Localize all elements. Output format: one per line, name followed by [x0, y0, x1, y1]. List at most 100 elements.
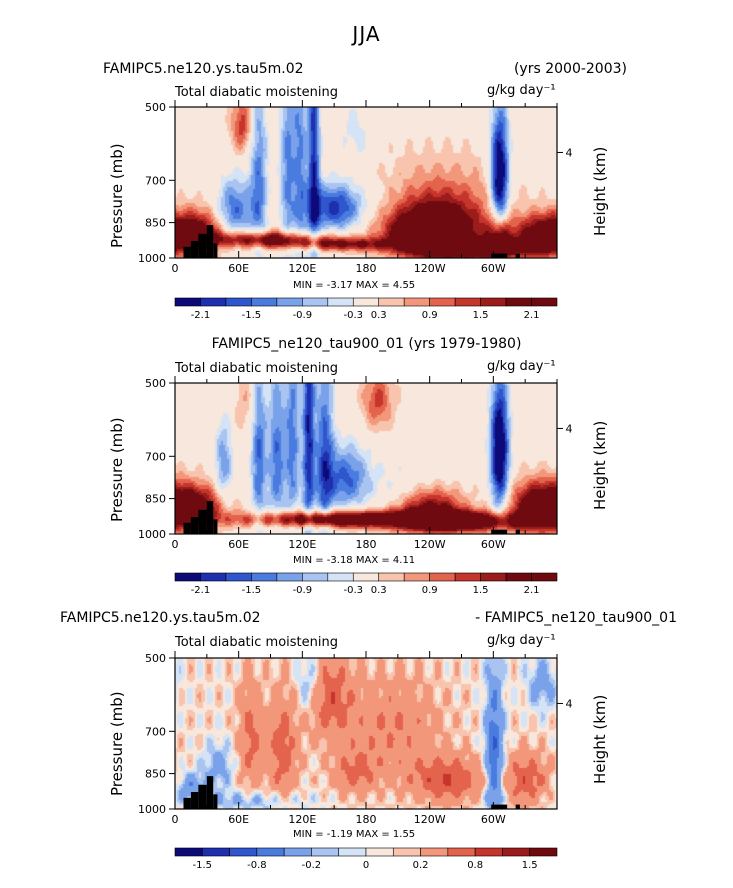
panel2-colorbar-box — [454, 572, 481, 582]
panel1-ytick-label: 700 — [145, 174, 166, 187]
panel1-colorbar-box — [174, 297, 201, 307]
panel1-frame — [174, 106, 558, 259]
panel2-colorbar-label: 0.3 — [371, 585, 387, 596]
panel1-colorbar-box — [276, 297, 303, 307]
panel1-colorbar-box — [302, 297, 329, 307]
panel1-xtick-label: 60W — [481, 262, 506, 275]
panel1-colorbar-box — [352, 297, 380, 307]
panel1-colorbar-box — [505, 297, 532, 307]
panel3-ytick-label: 500 — [145, 652, 166, 665]
panel1-stats: MIN = -3.17 MAX = 4.55 — [293, 280, 416, 291]
panel3-terrain-block — [206, 776, 214, 809]
panel2-colorbar-box — [225, 572, 252, 582]
panel1-right-tick-label: 4 — [566, 146, 573, 159]
panel3-stats: MIN = -1.19 MAX = 1.55 — [293, 829, 416, 840]
panel3-colorbar-box — [447, 847, 476, 857]
panel3-xtick-label: 60E — [228, 813, 249, 826]
panel2-colorbar-box — [276, 572, 303, 582]
panel1-terrain-block — [190, 241, 199, 258]
panel2-xtick-label: 120E — [288, 538, 316, 551]
panel2-colorbar-label: 1.5 — [473, 585, 489, 596]
panel2-terrain-block — [515, 529, 520, 534]
panel3-heatmap — [175, 658, 557, 809]
panel2-colorbar-box — [403, 572, 430, 582]
panel1-colorbar-box — [531, 297, 558, 307]
panel3-right-tick-label: 4 — [566, 697, 573, 710]
panel1-terrain-block — [206, 225, 214, 258]
panel3-colorbar-box — [201, 847, 230, 857]
panel1-colorbar-box — [378, 297, 405, 307]
panel3-colorbar-box — [229, 847, 258, 857]
panel2-colorbar-box — [251, 572, 278, 582]
panel1-colorbar-box — [454, 297, 481, 307]
panel1-colorbar-label: 2.1 — [524, 310, 540, 321]
panel2-ytick-label: 1000 — [138, 528, 166, 541]
panel1-colorbar-box — [480, 297, 507, 307]
panel1-colorbar-label: 0.9 — [422, 310, 438, 321]
panel3-xtick-label: 60W — [481, 813, 506, 826]
panel2-xtick-label: 60E — [228, 538, 249, 551]
figure-title: JJA — [352, 22, 381, 46]
panel1-subtitle: Total diabatic moistening — [175, 85, 338, 100]
panel1-colorbar-label: -2.1 — [191, 310, 211, 321]
panel2-colorbar-label: -0.9 — [293, 585, 313, 596]
panel1-xtick-label: 0 — [172, 262, 179, 275]
panel2-ytick-label: 850 — [145, 493, 166, 506]
panel3-colorbar-label: -1.5 — [193, 860, 213, 871]
panel3-ytick-label: 1000 — [138, 803, 166, 816]
panel3-xtick-label: 0 — [172, 813, 179, 826]
panel2-colorbar-box — [200, 572, 227, 582]
panel3-frame — [174, 657, 558, 810]
panel1-terrain-block — [183, 246, 191, 258]
panel2-terrain-block — [198, 509, 207, 534]
panel1-colorbar-box — [327, 297, 354, 307]
panel2-subtitle: Total diabatic moistening — [175, 361, 338, 376]
panel1-xtick-label: 180 — [356, 262, 377, 275]
panel2-colorbar-box — [174, 572, 201, 582]
panel3-colorbar-label: 1.5 — [522, 860, 538, 871]
panel3-colorbar-label: 0.8 — [467, 860, 483, 871]
panel1-colorbar-box — [429, 297, 456, 307]
panel2-right-tick-label: 4 — [566, 422, 573, 435]
panel2-terrain-block — [206, 501, 214, 534]
panel2-frame — [174, 382, 558, 535]
panel3-colorbar-box — [256, 847, 285, 857]
panel2-colorbar-box — [505, 572, 532, 582]
panel1-colorbar-label: 0.3 — [371, 310, 387, 321]
panel1-units: g/kg day⁻¹ — [487, 83, 556, 98]
panel2-xtick-label: 180 — [356, 538, 377, 551]
panel1-terrain-block — [198, 233, 207, 258]
panel3-colorbar-box — [338, 847, 367, 857]
panel2-xtick-label: 60W — [481, 538, 506, 551]
panel2-terrain-block — [213, 519, 218, 534]
panel2-terrain-block — [190, 517, 199, 534]
panel2-colorbar-box — [531, 572, 558, 582]
panel1-colorbar-label: -0.9 — [293, 310, 313, 321]
panel1-terrain-block — [515, 253, 520, 258]
panel2-xtick-label: 0 — [172, 538, 179, 551]
panel2-colorbar-label: 0.9 — [422, 585, 438, 596]
panel2-colorbar-box — [327, 572, 354, 582]
panel3-colorbar-label: 0.2 — [413, 860, 429, 871]
panel2-xtick-label: 120W — [414, 538, 446, 551]
panel3-xtick-label: 120E — [288, 813, 316, 826]
panel2-stats: MIN = -3.18 MAX = 4.11 — [293, 555, 416, 566]
panel3-ytick-label: 850 — [145, 768, 166, 781]
panel3-colorbar-box — [474, 847, 503, 857]
panel1-xtick-label: 60E — [228, 262, 249, 275]
panel1-ytick-label: 850 — [145, 217, 166, 230]
panel3-colorbar-box — [283, 847, 312, 857]
panel1-colorbar-box — [225, 297, 252, 307]
panel3-colorbar-label: -0.8 — [247, 860, 267, 871]
panel2-terrain-block — [183, 522, 191, 534]
panel2-colorbar-box — [378, 572, 405, 582]
panel1-colorbar-box — [403, 297, 430, 307]
panel3-terrain-block — [515, 804, 520, 809]
panel1-terrain-block — [213, 243, 218, 258]
panel2-colorbar-box — [302, 572, 329, 582]
panel2-ytick-label: 700 — [145, 450, 166, 463]
panel3-subtitle: Total diabatic moistening — [175, 635, 338, 650]
panel3-colorbar-box — [365, 847, 394, 857]
panel1-terrain-block — [491, 253, 508, 258]
